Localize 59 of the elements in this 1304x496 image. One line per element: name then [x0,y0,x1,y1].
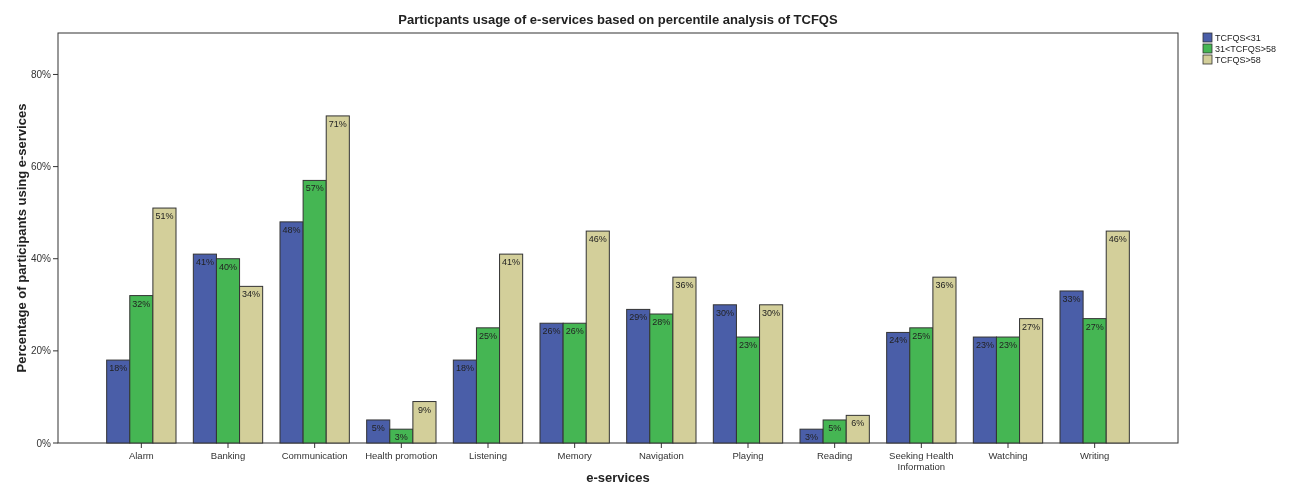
y-tick-label: 60% [30,161,52,173]
data-label: 26% [565,326,584,337]
data-label: 18% [455,363,474,374]
x-tick-label: Listening [468,450,508,461]
data-label: 51% [155,211,174,222]
data-label: 29% [629,312,648,323]
data-label: 30% [762,307,781,318]
data-label: 26% [542,326,561,337]
chart-title: Particpants usage of e-services based on percentile analysis of TCFQS [398,12,838,27]
y-tick-label: 80% [30,68,52,80]
data-label: 34% [242,289,261,300]
x-tick-label: Communication [281,450,348,461]
data-label: 28% [652,317,671,328]
legend-label: TCFQS<31 [1215,33,1261,43]
x-tick-label: Playing [732,450,764,461]
x-tick-label: Reading [816,450,853,461]
x-axis-title: e-services [586,470,650,485]
legend-label: TCFQS>58 [1215,55,1261,65]
data-label: 5% [828,422,842,433]
x-tick-label: Seeking Health Information [889,450,954,472]
data-label: 48% [282,224,301,235]
x-tick-label: Health promotion [365,450,438,461]
data-label: 9% [417,404,431,415]
data-label: 25% [478,330,498,341]
data-label: 25% [912,330,931,341]
data-label: 24% [889,335,908,346]
y-tick-label: 20% [30,345,52,357]
data-label: 6% [851,418,865,429]
x-tick-label: Alarm [128,450,154,461]
data-label: 46% [1108,234,1127,245]
data-label: 23% [975,340,994,351]
data-label: 57% [305,183,324,194]
data-label: 32% [132,298,151,309]
y-axis-title: Percentage of participants using e-services [14,103,29,373]
y-tick-label: 0% [36,437,52,449]
data-label: 3% [805,432,819,443]
x-tick-label: Writing [1079,450,1110,461]
data-label: 36% [675,280,694,291]
data-label: 41% [195,257,214,268]
data-label: 5% [371,422,385,433]
data-label: 27% [1022,321,1041,332]
data-label: 71% [328,118,347,129]
y-tick-label: 40% [30,253,52,265]
x-tick-label: Memory [557,450,593,461]
x-tick-label: Navigation [638,450,684,461]
legend-label: 31<TCFQS>58 [1215,44,1277,54]
data-label: 33% [1062,293,1081,304]
data-label: 27% [1085,321,1104,332]
x-tick-label: Watching [988,450,1028,461]
data-label: 3% [394,432,408,443]
data-label: 36% [935,280,954,291]
data-label: 41% [502,257,521,268]
data-label: 23% [738,340,758,351]
data-label: 23% [998,340,1018,351]
data-label: 40% [218,261,238,272]
data-label: 18% [109,363,128,374]
data-label: 46% [588,234,607,245]
x-tick-label: Banking [210,450,246,461]
data-label: 30% [715,307,734,318]
